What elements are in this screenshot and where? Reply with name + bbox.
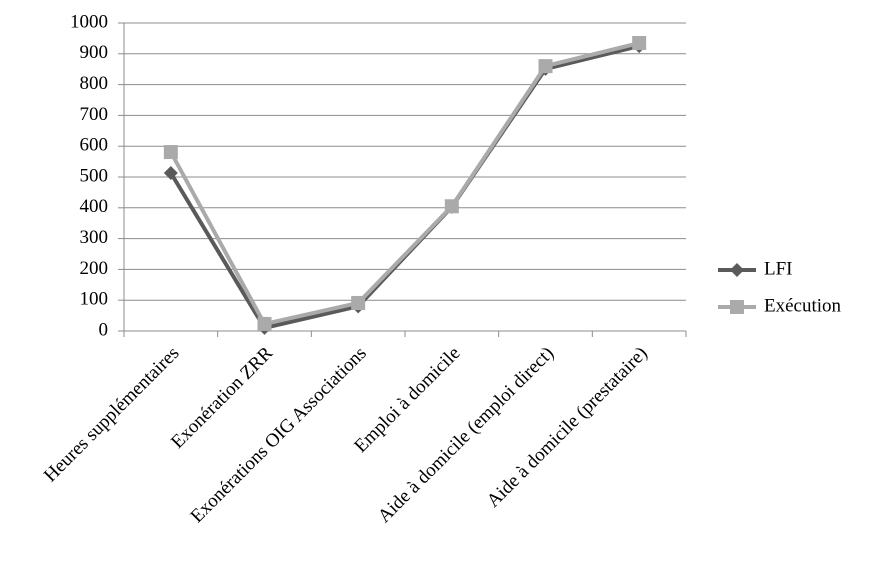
x-tick-label: Heures supplémentaires — [40, 343, 184, 487]
series-line — [169, 44, 640, 330]
point — [163, 165, 178, 180]
y-tick-label: 0 — [99, 319, 109, 340]
legend-label: Exécution — [764, 295, 842, 316]
legend-label: LFI — [764, 258, 793, 279]
point — [351, 295, 366, 310]
y-tick-label: 800 — [80, 73, 109, 94]
point — [632, 36, 647, 51]
point — [444, 199, 459, 214]
x-tick-label: Aide à domicile (prestataire) — [483, 343, 652, 512]
point — [257, 316, 272, 331]
y-tick-label: 400 — [80, 196, 109, 217]
x-tick-label: Exonération ZRR — [167, 343, 277, 453]
y-tick-label: 300 — [80, 227, 109, 248]
y-tick-label: 1000 — [70, 11, 108, 32]
y-tick-label: 900 — [80, 42, 109, 63]
y-tick-label: 600 — [80, 135, 109, 156]
x-tick-label: Exonérations OIG Associations — [187, 343, 371, 527]
series-line — [169, 41, 640, 326]
y-tick-label: 100 — [80, 289, 109, 310]
legend-marker — [730, 263, 744, 277]
y-tick-label: 500 — [80, 165, 109, 186]
y-tick-label: 200 — [80, 258, 109, 279]
y-tick-label: 700 — [80, 104, 109, 125]
point — [163, 145, 178, 160]
point — [538, 59, 553, 74]
x-tick-label: Aide à domicile (emploi direct) — [374, 343, 558, 527]
legend-marker — [730, 300, 744, 314]
